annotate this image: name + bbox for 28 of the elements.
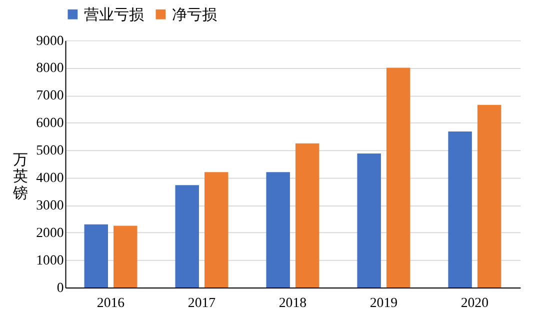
bar [477,104,502,288]
y-tick-label: 0 [56,280,64,295]
x-tick-label: 2020 [460,294,489,310]
y-tick-label: 4000 [36,170,64,186]
legend-label: 净亏损 [172,6,218,24]
bar [204,172,228,288]
y-tick-label: 9000 [36,32,64,48]
bar [84,224,108,288]
y-tick-label: 6000 [36,115,64,130]
legend-label: 营业亏损 [84,6,144,24]
y-tick-label: 8000 [36,60,64,76]
y-tick-label: 2000 [36,225,64,240]
y-tick-label: 5000 [36,142,64,158]
bar [386,68,410,288]
x-tick-label: 2017 [188,294,216,310]
x-tick-label: 2018 [278,294,307,310]
y-tick-label: 1000 [36,252,64,268]
bar [448,132,472,288]
bar [295,143,320,288]
bar [357,153,381,288]
x-tick-label: 2019 [370,294,398,310]
y-tick-label: 3000 [36,198,64,213]
y-tick-label: 7000 [36,88,64,103]
y-axis-title: 万英镑 [12,152,28,202]
x-tick-label: 2016 [96,294,125,310]
bar [114,226,138,288]
bar [266,172,290,288]
bar [175,185,199,288]
